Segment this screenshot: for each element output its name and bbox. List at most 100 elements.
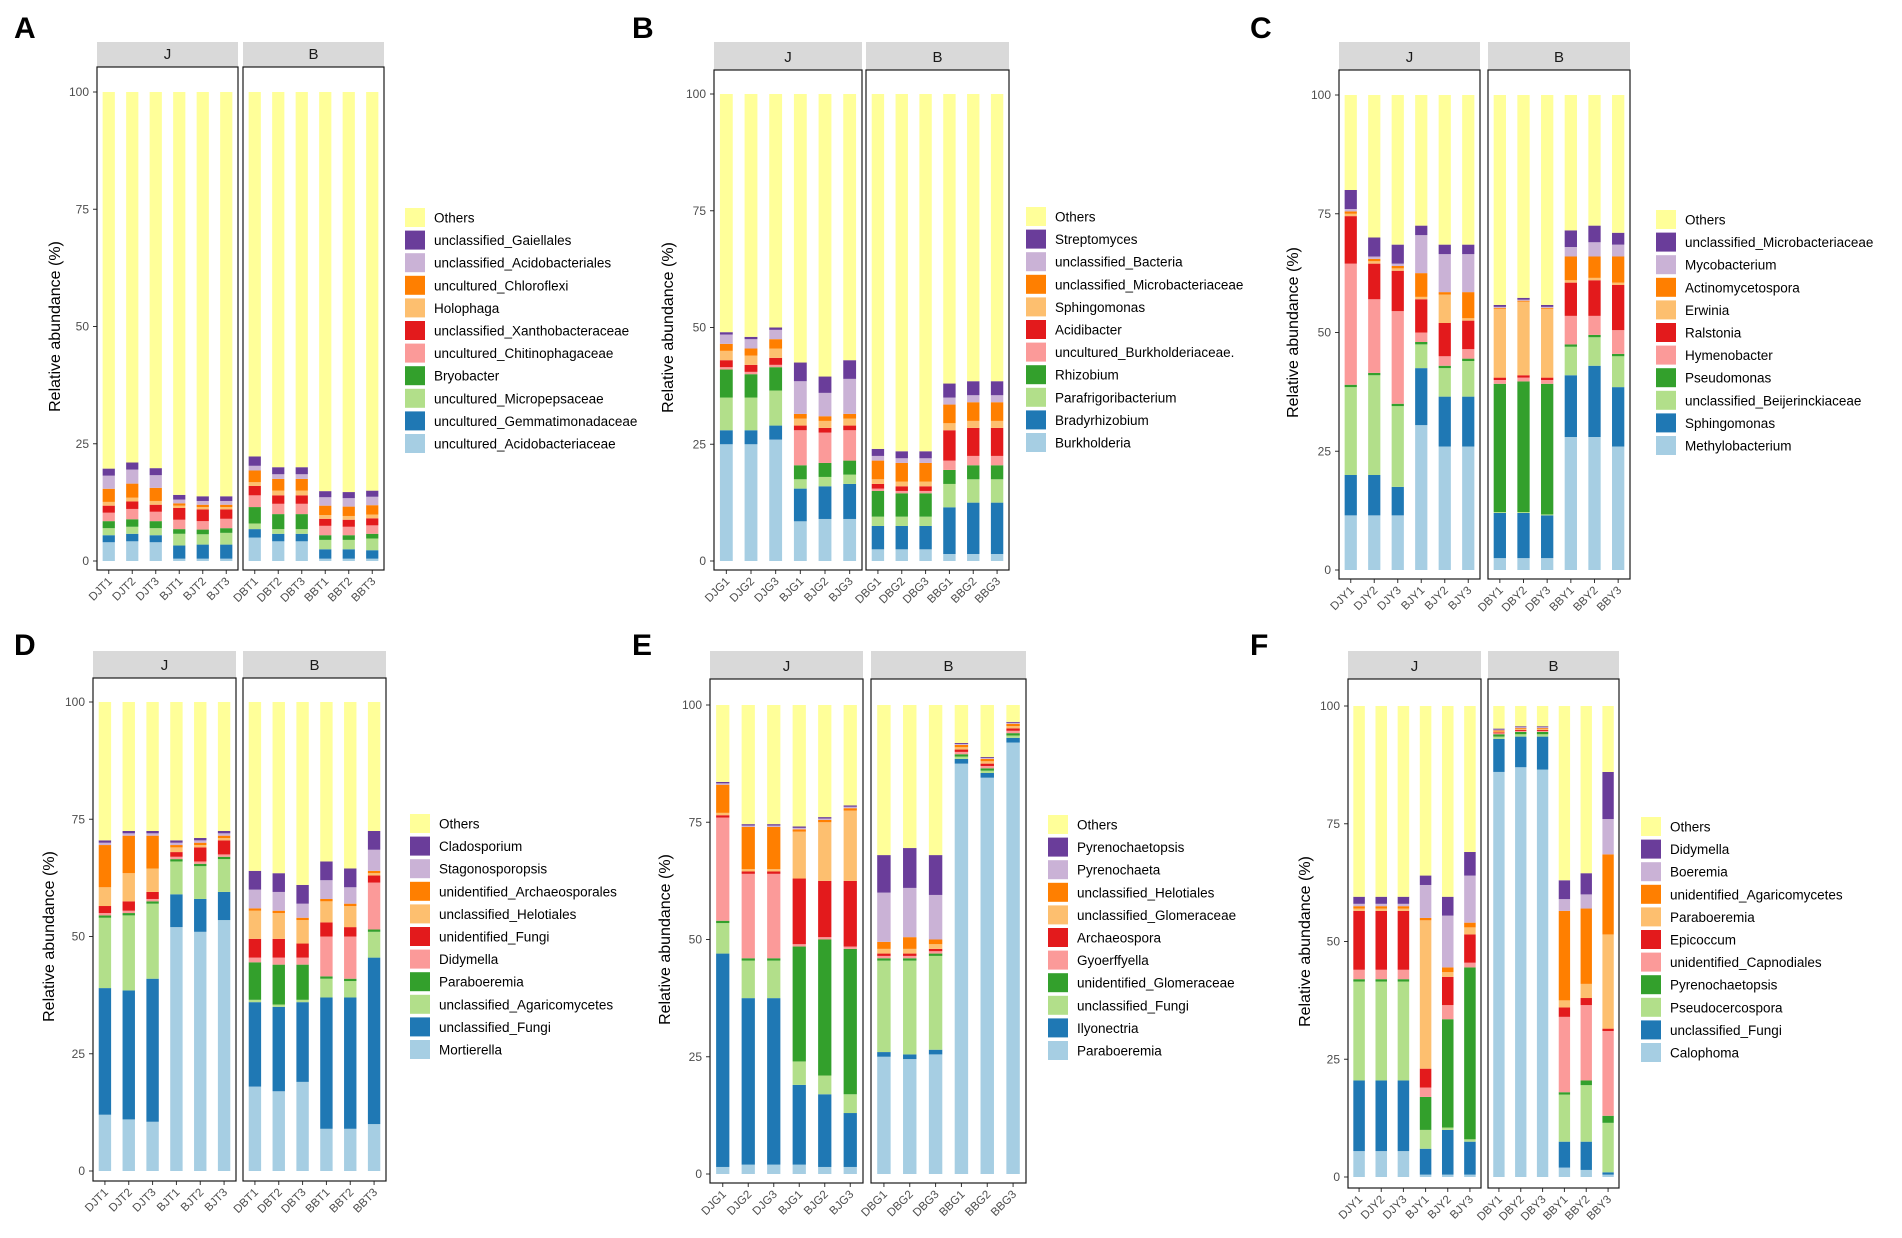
bar-segment	[1493, 306, 1506, 308]
bar-segment	[1419, 1129, 1432, 1149]
bar-dby3	[1541, 95, 1554, 570]
legend-swatch	[1048, 860, 1068, 880]
bar-segment	[741, 1164, 755, 1174]
bar-segment	[928, 953, 943, 956]
facet-border	[242, 677, 387, 1182]
y-axis-title: Relative abundance (%)	[657, 854, 674, 1025]
legend-swatch	[1048, 1018, 1068, 1038]
bar-segment	[895, 493, 908, 517]
bar-segment	[1419, 884, 1432, 918]
bar-segment	[716, 920, 730, 924]
bar-segment	[296, 1081, 309, 1171]
bar-segment	[1368, 375, 1381, 475]
bar-segment	[344, 997, 357, 1129]
bar-segment	[272, 514, 285, 530]
bar-segment	[1602, 1172, 1614, 1175]
bar-segment	[126, 497, 139, 502]
bar-segment	[1464, 875, 1476, 923]
legend-label: unclassified_Agaricomycetes	[439, 997, 613, 1012]
bar-djt1	[98, 702, 112, 1171]
bar-segment	[173, 494, 186, 500]
bar-segment	[1397, 896, 1410, 904]
sample-label: DBT2	[256, 1187, 285, 1216]
sample-label: DBG2	[885, 1189, 916, 1220]
bar-bby1	[1558, 706, 1571, 1177]
bar-segment	[295, 467, 308, 475]
bar-segment	[1438, 294, 1451, 323]
bar-segment	[296, 964, 309, 1000]
legend-swatch	[1026, 410, 1046, 430]
bar-segment	[903, 955, 917, 959]
bar-segment	[1564, 247, 1577, 257]
panel-letter: E	[632, 629, 652, 662]
bar-segment	[248, 529, 261, 538]
bar-segment	[895, 549, 908, 561]
bar-segment-others	[967, 94, 980, 382]
bar-segment	[1541, 306, 1554, 308]
bar-segment	[980, 773, 994, 778]
legend-swatch	[1026, 320, 1046, 339]
bar-segment	[102, 521, 115, 529]
legend-swatch	[1048, 905, 1068, 925]
bar-segment-others	[1536, 706, 1549, 727]
legend-label: Cladosporium	[439, 839, 522, 854]
bar-segment	[170, 856, 183, 860]
bar-segment	[196, 544, 209, 559]
bar-segment	[871, 479, 885, 484]
bar-segment	[1415, 235, 1428, 274]
y-tick-label: 75	[76, 202, 90, 216]
sample-label: BBG2	[949, 576, 979, 606]
bar-segment-others	[320, 702, 333, 862]
bar-segment	[980, 763, 994, 766]
legend-swatch	[405, 208, 425, 227]
bar-segment	[895, 516, 908, 526]
bar-segment-others	[1588, 95, 1601, 226]
legend-label: Pseudomonas	[1685, 371, 1772, 386]
bar-segment	[767, 826, 781, 870]
legend-label: unclassified_Fungi	[1670, 1023, 1782, 1038]
bar-segment	[871, 448, 885, 456]
bar-segment	[980, 765, 994, 769]
y-tick-label: 100	[682, 698, 702, 712]
bar-segment	[928, 951, 943, 954]
bar-segment	[367, 882, 381, 930]
legend-swatch	[410, 904, 430, 924]
facet-strip	[97, 42, 238, 67]
bar-segment	[990, 427, 1004, 456]
y-tick-label: 50	[689, 933, 703, 947]
bar-segment-others	[1517, 95, 1530, 298]
legend-label: Rhizobium	[1055, 368, 1119, 383]
bar-segment	[744, 348, 758, 356]
legend-swatch	[1656, 436, 1676, 455]
bar-segment	[1006, 733, 1020, 736]
bar-segment	[1353, 1080, 1365, 1152]
bar-segment	[173, 503, 186, 506]
y-tick-label: 75	[1318, 207, 1332, 221]
bar-segment	[1493, 558, 1506, 570]
y-tick-label: 50	[1318, 326, 1332, 340]
bar-dby3	[1536, 706, 1549, 1177]
bar-segment	[342, 549, 355, 559]
bar-segment	[843, 810, 857, 881]
bar-segment	[366, 514, 379, 519]
bar-segment	[1493, 308, 1506, 378]
sample-label: DBG1	[859, 1189, 890, 1220]
bar-segment	[1375, 979, 1388, 982]
bar-segment-others	[954, 705, 969, 743]
bar-segment	[296, 957, 309, 965]
bar-segment-others	[1344, 95, 1357, 190]
legend-swatch	[1656, 300, 1676, 320]
bar-segment	[967, 427, 980, 456]
bar-segment	[769, 327, 783, 330]
bar-segment	[248, 1086, 262, 1171]
bar-segment	[173, 533, 186, 546]
bar-segment	[173, 529, 186, 534]
bar-segment	[1493, 307, 1506, 309]
bar-segment	[122, 1119, 135, 1171]
bar-segment	[1353, 1151, 1365, 1177]
legend-swatch	[1026, 229, 1046, 249]
legend-label: Others	[434, 211, 475, 226]
bar-segment	[194, 840, 207, 843]
legend-label: Others	[1055, 210, 1096, 225]
